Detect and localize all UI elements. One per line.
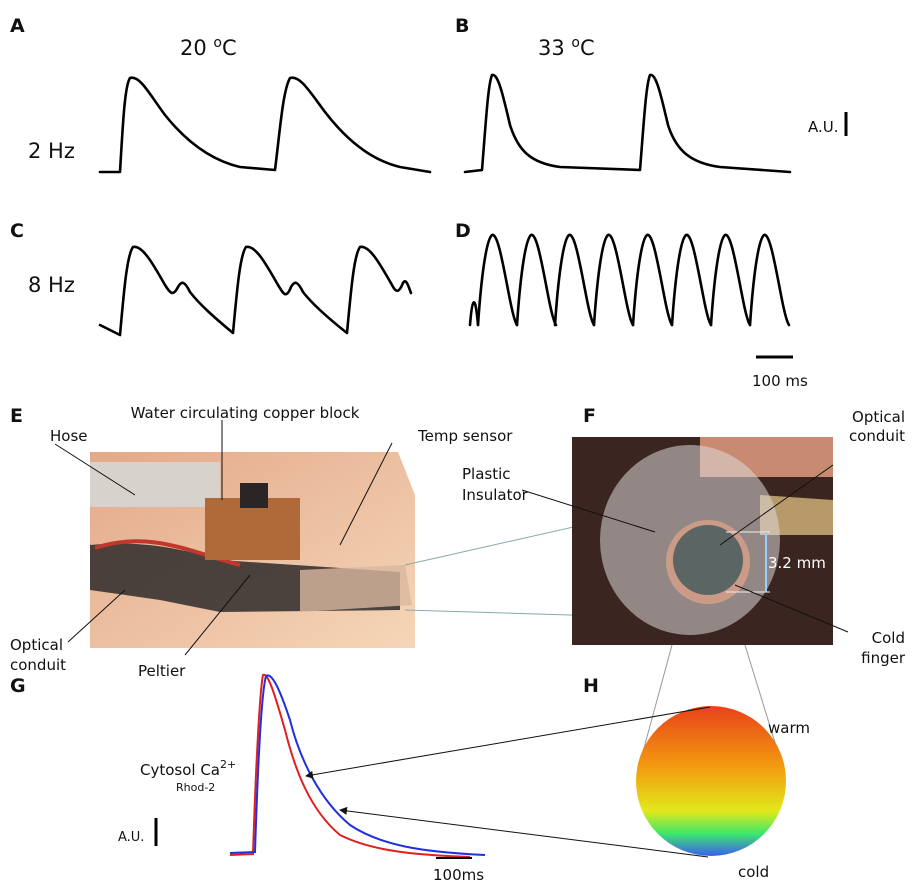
number: 33	[538, 36, 571, 60]
scale-label: A.U.	[808, 118, 839, 136]
degree: o	[571, 35, 580, 51]
dimension-label: 3.2 mm	[768, 554, 826, 572]
annotation: conduit	[849, 427, 905, 445]
trace-cycle	[633, 235, 672, 325]
annotation: Optical	[10, 636, 63, 654]
signal-label: Cytosol Ca2+	[140, 758, 236, 779]
annotation: conduit	[10, 656, 66, 674]
temperature-title: 20 oC	[180, 35, 237, 60]
trace-cycle	[672, 235, 711, 325]
signal-name: Cytosol Ca	[140, 761, 220, 779]
trace-start	[470, 302, 478, 325]
panel-label: G	[10, 675, 26, 697]
trace	[470, 235, 789, 325]
trace-red	[230, 675, 470, 857]
trace	[465, 75, 790, 172]
scale-label: 100ms	[433, 866, 484, 884]
trace-cycle	[750, 235, 789, 325]
trace-cycle	[555, 235, 594, 325]
panel-label: H	[583, 675, 599, 697]
unit: C	[222, 36, 237, 60]
panel-label: D	[455, 220, 471, 242]
trace-cycle	[711, 235, 750, 325]
block-knob	[240, 483, 268, 508]
number: 20	[180, 36, 213, 60]
figure: A B C D E F G H 20 oC 33 oC 2 Hz 8 Hz A.…	[0, 0, 912, 884]
page: Figure {"panels": { "a": {"label": "A", …	[0, 0, 912, 884]
unit: C	[580, 36, 595, 60]
annotation: Temp sensor	[417, 427, 513, 445]
body: A B C D E F G H 20 oC 33 oC 2 Hz 8 Hz A.…	[0, 0, 912, 884]
trace	[100, 78, 430, 172]
annotation: cold	[738, 863, 769, 881]
trace-cycle	[594, 235, 633, 325]
panel-label: E	[10, 405, 23, 427]
annotation: Plastic	[462, 465, 511, 483]
panel-label: C	[10, 220, 24, 242]
trace-blue	[230, 675, 485, 855]
scale-label: 100 ms	[752, 372, 808, 390]
annotation: Water circulating copper block	[131, 404, 360, 422]
signal-superscript: 2+	[220, 758, 236, 771]
annotation: finger	[861, 649, 906, 667]
temperature-sphere	[636, 706, 786, 856]
panel-label: A	[10, 15, 25, 37]
temperature-title: 33 oC	[538, 35, 595, 60]
frequency-label: 2 Hz	[28, 139, 75, 163]
indicator-label: Rhod-2	[176, 781, 215, 794]
scale-label: A.U.	[118, 830, 144, 845]
trace-cycle	[478, 235, 517, 325]
annotation: warm	[768, 719, 810, 737]
trace-cycle	[517, 235, 556, 325]
frequency-label: 8 Hz	[28, 273, 75, 297]
panel-label: F	[583, 405, 596, 427]
annotation: Peltier	[138, 662, 186, 680]
hose	[90, 462, 220, 507]
annotation: Hose	[50, 427, 88, 445]
annotation: Optical	[852, 408, 905, 426]
annotation: Cold	[872, 629, 905, 647]
annotation: Insulator	[462, 486, 529, 504]
degree: o	[213, 35, 222, 51]
panel-label: B	[455, 15, 469, 37]
insulator	[300, 565, 412, 612]
trace	[100, 247, 411, 335]
optical-disc	[673, 525, 743, 595]
